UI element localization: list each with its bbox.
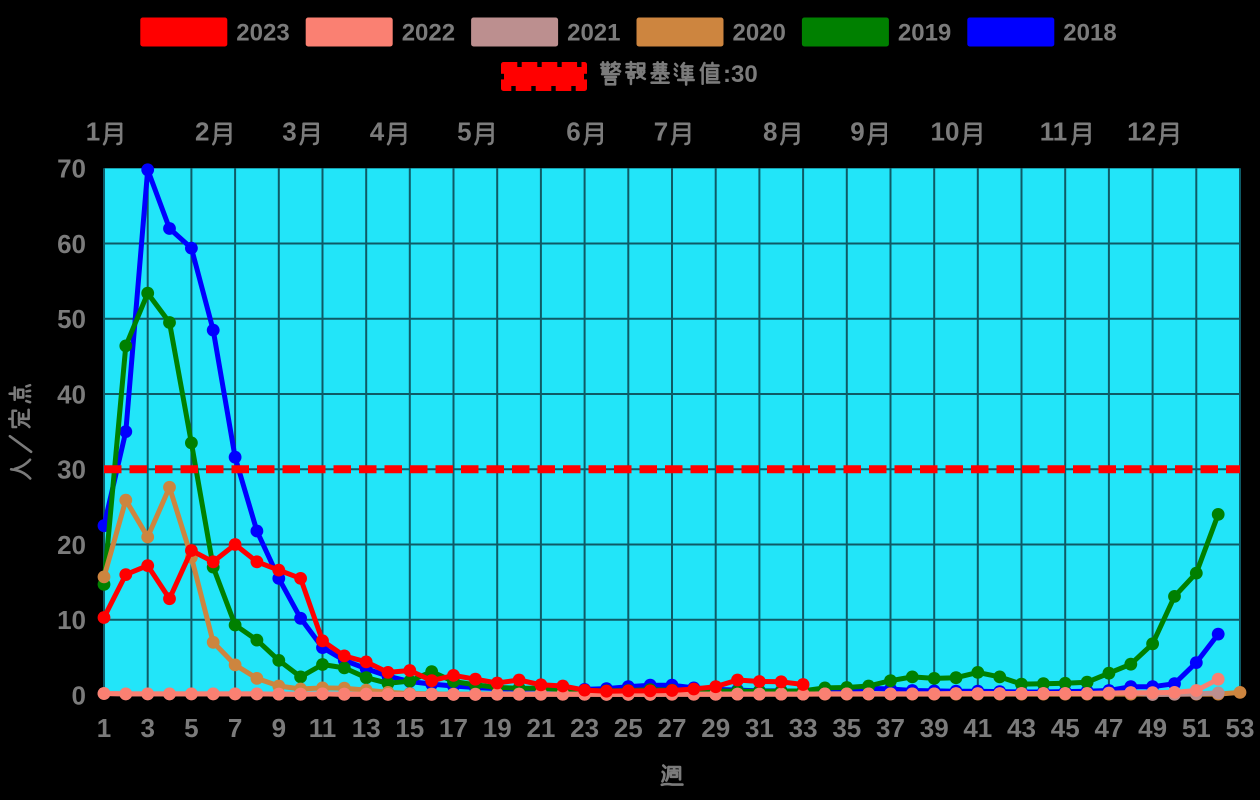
svg-text:9: 9 bbox=[850, 117, 864, 147]
svg-text:13: 13 bbox=[352, 713, 381, 743]
svg-text:2: 2 bbox=[195, 117, 209, 147]
svg-text:51: 51 bbox=[1182, 713, 1211, 743]
svg-text:31: 31 bbox=[745, 713, 774, 743]
svg-text:40: 40 bbox=[57, 379, 86, 409]
svg-text:27: 27 bbox=[658, 713, 687, 743]
svg-text:50: 50 bbox=[57, 304, 86, 334]
svg-text:23: 23 bbox=[570, 713, 599, 743]
svg-text:4: 4 bbox=[370, 117, 385, 147]
svg-text:2023: 2023 bbox=[236, 20, 289, 47]
svg-text:11: 11 bbox=[1040, 117, 1068, 147]
svg-text:19: 19 bbox=[483, 713, 512, 743]
svg-text:1: 1 bbox=[97, 713, 111, 743]
svg-text:3: 3 bbox=[282, 117, 296, 147]
svg-text:43: 43 bbox=[1007, 713, 1036, 743]
svg-text:49: 49 bbox=[1138, 713, 1167, 743]
svg-text:29: 29 bbox=[701, 713, 730, 743]
svg-text:15: 15 bbox=[395, 713, 424, 743]
svg-text:2018: 2018 bbox=[1063, 20, 1116, 47]
svg-text:9: 9 bbox=[272, 713, 286, 743]
svg-text:25: 25 bbox=[614, 713, 643, 743]
svg-text:7: 7 bbox=[228, 713, 242, 743]
svg-text::30: :30 bbox=[723, 61, 758, 88]
svg-text:11: 11 bbox=[309, 713, 337, 743]
svg-text:5: 5 bbox=[184, 713, 198, 743]
svg-text:70: 70 bbox=[57, 154, 86, 184]
svg-text:21: 21 bbox=[526, 713, 555, 743]
svg-text:60: 60 bbox=[57, 229, 86, 259]
svg-text:6: 6 bbox=[566, 117, 580, 147]
svg-text:17: 17 bbox=[439, 713, 468, 743]
svg-text:30: 30 bbox=[57, 455, 86, 485]
svg-text:8: 8 bbox=[763, 117, 777, 147]
svg-text:39: 39 bbox=[920, 713, 949, 743]
svg-text:53: 53 bbox=[1226, 713, 1255, 743]
svg-text:7: 7 bbox=[654, 117, 668, 147]
svg-text:12: 12 bbox=[1127, 117, 1156, 147]
svg-text:47: 47 bbox=[1094, 713, 1123, 743]
svg-text:2020: 2020 bbox=[733, 20, 786, 47]
svg-text:2019: 2019 bbox=[898, 20, 951, 47]
svg-text:45: 45 bbox=[1051, 713, 1080, 743]
svg-text:2021: 2021 bbox=[567, 20, 620, 47]
svg-text:33: 33 bbox=[789, 713, 818, 743]
svg-text:20: 20 bbox=[57, 530, 86, 560]
svg-text:0: 0 bbox=[72, 680, 86, 710]
svg-text:5: 5 bbox=[457, 117, 471, 147]
svg-text:2022: 2022 bbox=[402, 20, 455, 47]
svg-text:10: 10 bbox=[57, 605, 86, 635]
svg-text:41: 41 bbox=[963, 713, 992, 743]
svg-text:3: 3 bbox=[140, 713, 154, 743]
svg-text:10: 10 bbox=[931, 117, 960, 147]
svg-text:35: 35 bbox=[832, 713, 861, 743]
svg-text:1: 1 bbox=[86, 117, 100, 147]
svg-text:37: 37 bbox=[876, 713, 905, 743]
